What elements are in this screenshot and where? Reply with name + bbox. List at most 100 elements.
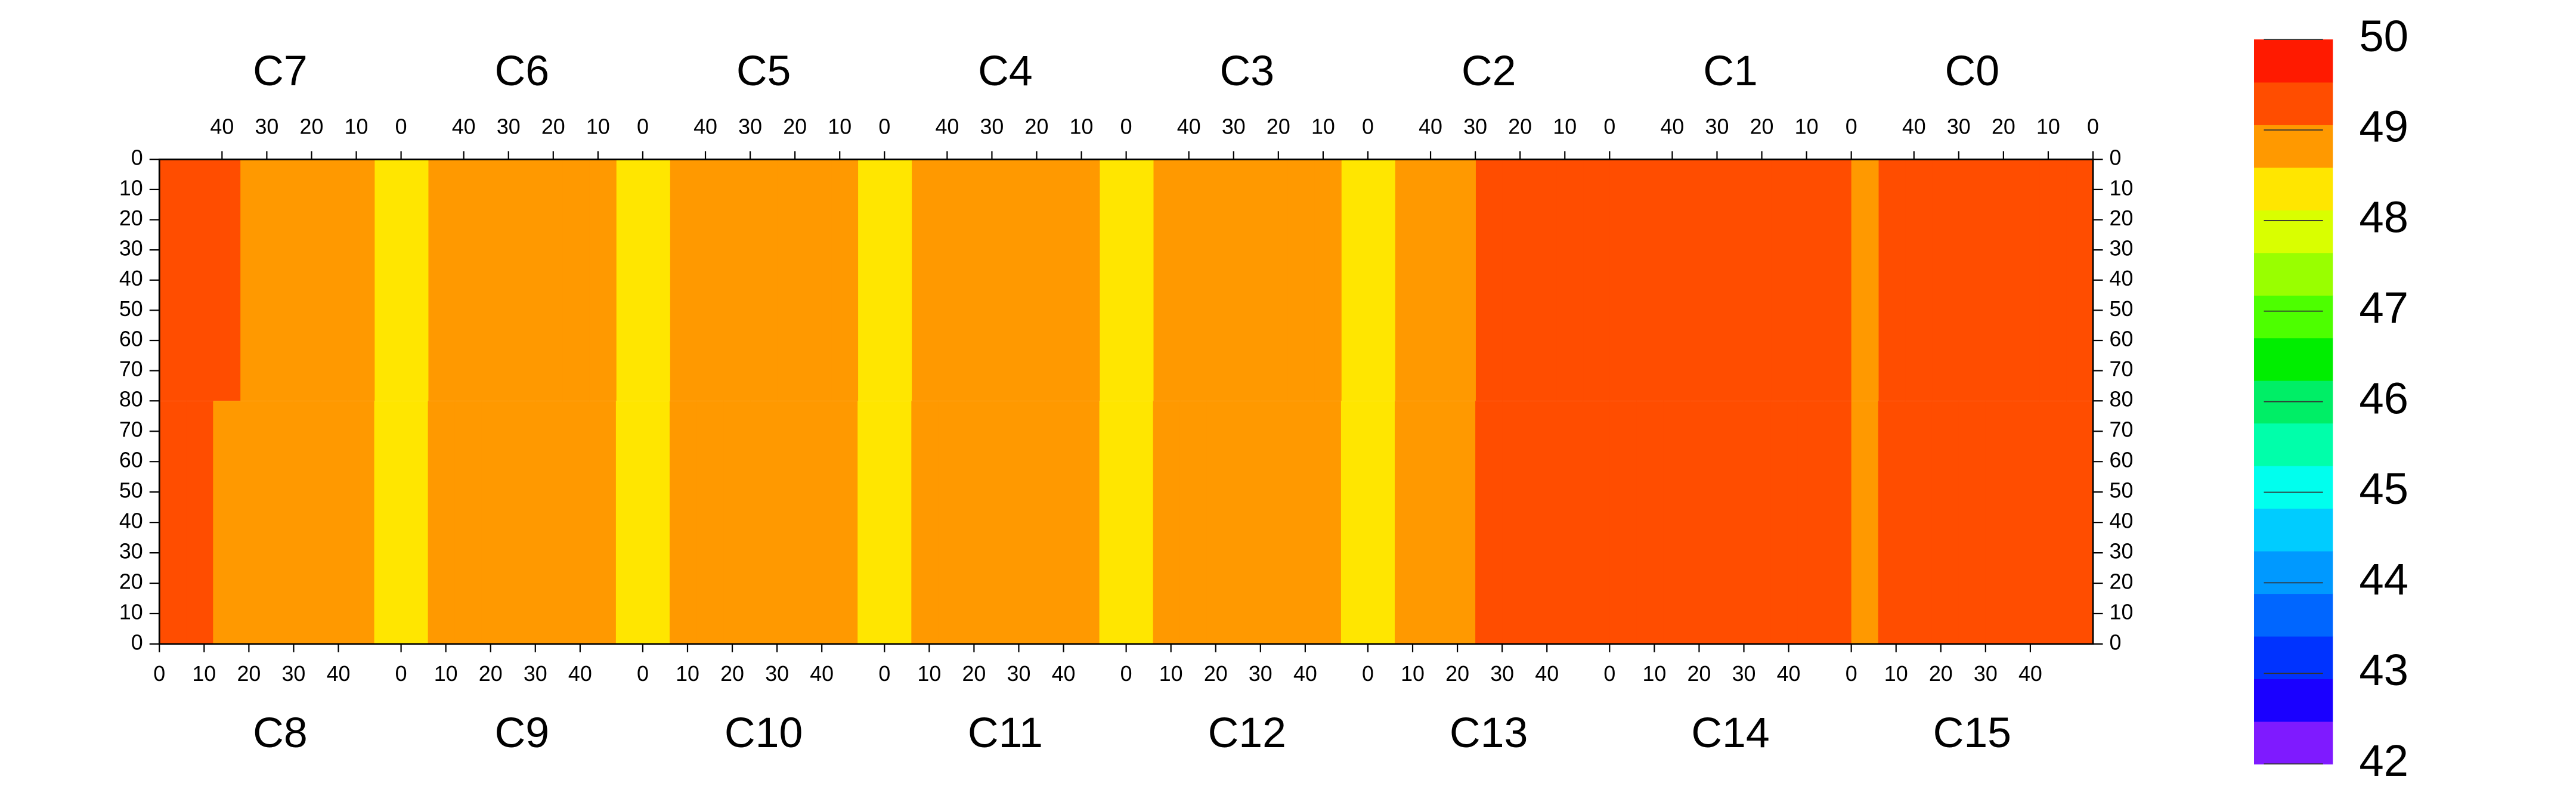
x-tick-label: 10 xyxy=(345,114,369,138)
heatmap-cell xyxy=(562,159,590,401)
colorbar-swatch xyxy=(2254,679,2333,722)
heatmap-cell xyxy=(696,401,724,644)
x-tick-label: 0 xyxy=(1846,114,1857,138)
colorbar-swatch xyxy=(2254,636,2333,680)
colorbar-swatch xyxy=(2254,82,2333,125)
x-tick-label: 0 xyxy=(878,662,890,686)
heatmap-cell xyxy=(831,401,859,644)
x-tick-label: 30 xyxy=(1705,114,1729,138)
x-tick-label: 40 xyxy=(568,662,592,686)
x-tick-label: 30 xyxy=(1490,662,1514,686)
y-tick-label: 80 xyxy=(2110,388,2134,411)
x-tick-label: 0 xyxy=(2087,114,2099,138)
colorbar-swatch xyxy=(2254,210,2333,253)
heatmap-cell xyxy=(1395,159,1422,401)
heatmap-cell xyxy=(642,401,670,644)
y-tick-label: 0 xyxy=(131,146,143,170)
heatmap-cell xyxy=(1045,401,1073,644)
panel-title: C14 xyxy=(1691,709,1769,757)
heatmap-cell xyxy=(696,159,724,401)
heatmap-cell xyxy=(535,159,563,401)
x-tick-label: 0 xyxy=(637,662,649,686)
x-tick-label: 0 xyxy=(153,662,165,686)
heatmap-cell xyxy=(1153,159,1181,401)
x-tick-label: 40 xyxy=(1660,114,1684,138)
heatmap-cell xyxy=(1448,159,1476,401)
heatmap-cell xyxy=(804,401,832,644)
heatmap-cell xyxy=(992,401,1020,644)
heatmap-cell xyxy=(481,159,509,401)
heatmap-cell xyxy=(1126,159,1154,401)
heatmap-cell xyxy=(1340,159,1368,401)
heatmap-cell xyxy=(1529,159,1557,401)
x-tick-label: 20 xyxy=(1688,662,1711,686)
heatmap-cell xyxy=(723,401,751,644)
colorbar-swatch xyxy=(2254,338,2333,381)
y-tick-label: 20 xyxy=(119,206,143,230)
x-tick-label: 10 xyxy=(917,662,941,686)
y-tick-label: 30 xyxy=(119,540,143,564)
y-tick-label: 50 xyxy=(2110,297,2134,321)
x-tick-label: 10 xyxy=(586,114,610,138)
colorbar-label: 50 xyxy=(2359,11,2408,61)
heatmap-cell xyxy=(1636,401,1664,644)
panel-title: C2 xyxy=(1462,47,1516,95)
colorbar-label: 42 xyxy=(2359,736,2408,785)
x-tick-label: 20 xyxy=(1204,662,1228,686)
heatmap-cell xyxy=(857,159,886,401)
colorbar-swatch xyxy=(2254,550,2333,595)
heatmap-cell xyxy=(293,159,321,401)
x-tick-label: 40 xyxy=(1419,114,1442,138)
x-tick-label: 10 xyxy=(828,114,852,138)
x-tick-label: 20 xyxy=(1025,114,1049,138)
heatmap-cell xyxy=(2066,401,2094,644)
heatmap-cell xyxy=(884,401,912,644)
x-tick-label: 20 xyxy=(300,114,324,138)
x-tick-label: 20 xyxy=(479,662,503,686)
x-tick-label: 10 xyxy=(192,662,216,686)
y-tick-label: 40 xyxy=(2110,267,2134,290)
colorbar-swatch xyxy=(2254,295,2333,339)
heatmap-cell xyxy=(1233,401,1261,644)
heatmap-cell xyxy=(1851,159,1879,401)
x-tick-label: 30 xyxy=(1947,114,1971,138)
x-tick-label: 30 xyxy=(738,114,762,138)
heatmap-cell xyxy=(1663,401,1691,644)
x-tick-label: 10 xyxy=(1311,114,1335,138)
y-tick-label: 0 xyxy=(131,630,143,654)
y-tick-label: 30 xyxy=(2110,540,2134,564)
x-tick-label: 0 xyxy=(1120,662,1132,686)
heatmap-cell xyxy=(159,159,187,401)
heatmap-cell xyxy=(1878,401,1906,644)
heatmap-cell xyxy=(1206,401,1234,644)
panel-title: C7 xyxy=(253,47,308,95)
x-tick-label: 10 xyxy=(1795,114,1819,138)
heatmap-cell xyxy=(1233,159,1261,401)
heatmap-cell xyxy=(374,159,402,401)
heatmap-cell xyxy=(884,159,912,401)
heatmap-cell xyxy=(508,401,536,644)
panel-title: C12 xyxy=(1208,709,1286,757)
y-tick-label: 80 xyxy=(119,388,143,411)
heatmap-cell xyxy=(938,159,966,401)
x-tick-label: 30 xyxy=(524,662,547,686)
y-tick-label: 10 xyxy=(119,176,143,200)
x-tick-label: 0 xyxy=(1603,114,1615,138)
x-tick-label: 0 xyxy=(1603,662,1615,686)
heatmap-cell xyxy=(428,159,456,401)
panel-title: C8 xyxy=(253,709,308,757)
heatmap-cell xyxy=(2012,159,2040,401)
x-tick-label: 40 xyxy=(1052,662,1076,686)
heatmap-cell xyxy=(1744,159,1772,401)
heatmap-cell xyxy=(213,159,241,401)
colorbar-swatch xyxy=(2254,508,2333,552)
heatmap-cell xyxy=(1609,159,1637,401)
y-tick-label: 30 xyxy=(119,237,143,261)
y-tick-label: 60 xyxy=(119,448,143,472)
heatmap-cell xyxy=(589,401,617,644)
heatmap-cell xyxy=(1502,159,1530,401)
plot-frame xyxy=(158,158,2094,645)
colorbar-label: 47 xyxy=(2359,283,2408,332)
heatmap-cell xyxy=(1636,159,1664,401)
heatmap-cell xyxy=(267,159,295,401)
